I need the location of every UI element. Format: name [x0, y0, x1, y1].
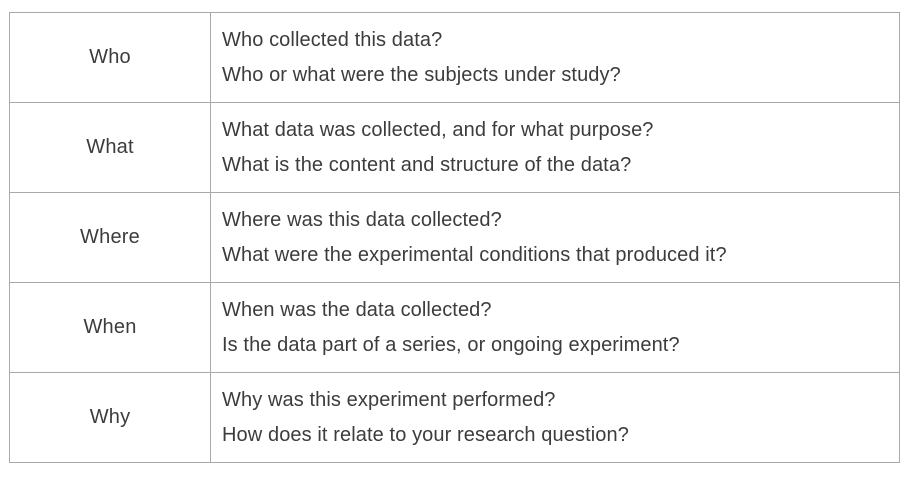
five-w-table: Who Who collected this data? Who or what…: [9, 12, 900, 463]
row-questions-when: When was the data collected? Is the data…: [210, 282, 900, 373]
row-label-why: Why: [9, 372, 211, 463]
question-text: What were the experimental conditions th…: [222, 243, 727, 266]
question-text: When was the data collected?: [222, 298, 492, 321]
question-text: What data was collected, and for what pu…: [222, 118, 654, 141]
question-text: Why was this experiment performed?: [222, 388, 556, 411]
question-text: Is the data part of a series, or ongoing…: [222, 333, 680, 356]
question-text: How does it relate to your research ques…: [222, 423, 629, 446]
row-questions-where: Where was this data collected? What were…: [210, 192, 900, 283]
five-w-table-container: Who Who collected this data? Who or what…: [9, 12, 900, 463]
row-questions-who: Who collected this data? Who or what wer…: [210, 12, 900, 103]
table-row-when: When When was the data collected? Is the…: [9, 282, 900, 373]
question-text: Where was this data collected?: [222, 208, 502, 231]
question-text: Who or what were the subjects under stud…: [222, 63, 621, 86]
table-row-why: Why Why was this experiment performed? H…: [9, 372, 900, 463]
row-questions-what: What data was collected, and for what pu…: [210, 102, 900, 193]
row-label-where: Where: [9, 192, 211, 283]
question-text: Who collected this data?: [222, 28, 443, 51]
row-label-when: When: [9, 282, 211, 373]
table-row-what: What What data was collected, and for wh…: [9, 102, 900, 193]
row-questions-why: Why was this experiment performed? How d…: [210, 372, 900, 463]
table-row-who: Who Who collected this data? Who or what…: [9, 12, 900, 103]
question-text: What is the content and structure of the…: [222, 153, 632, 176]
table-row-where: Where Where was this data collected? Wha…: [9, 192, 900, 283]
row-label-what: What: [9, 102, 211, 193]
row-label-who: Who: [9, 12, 211, 103]
